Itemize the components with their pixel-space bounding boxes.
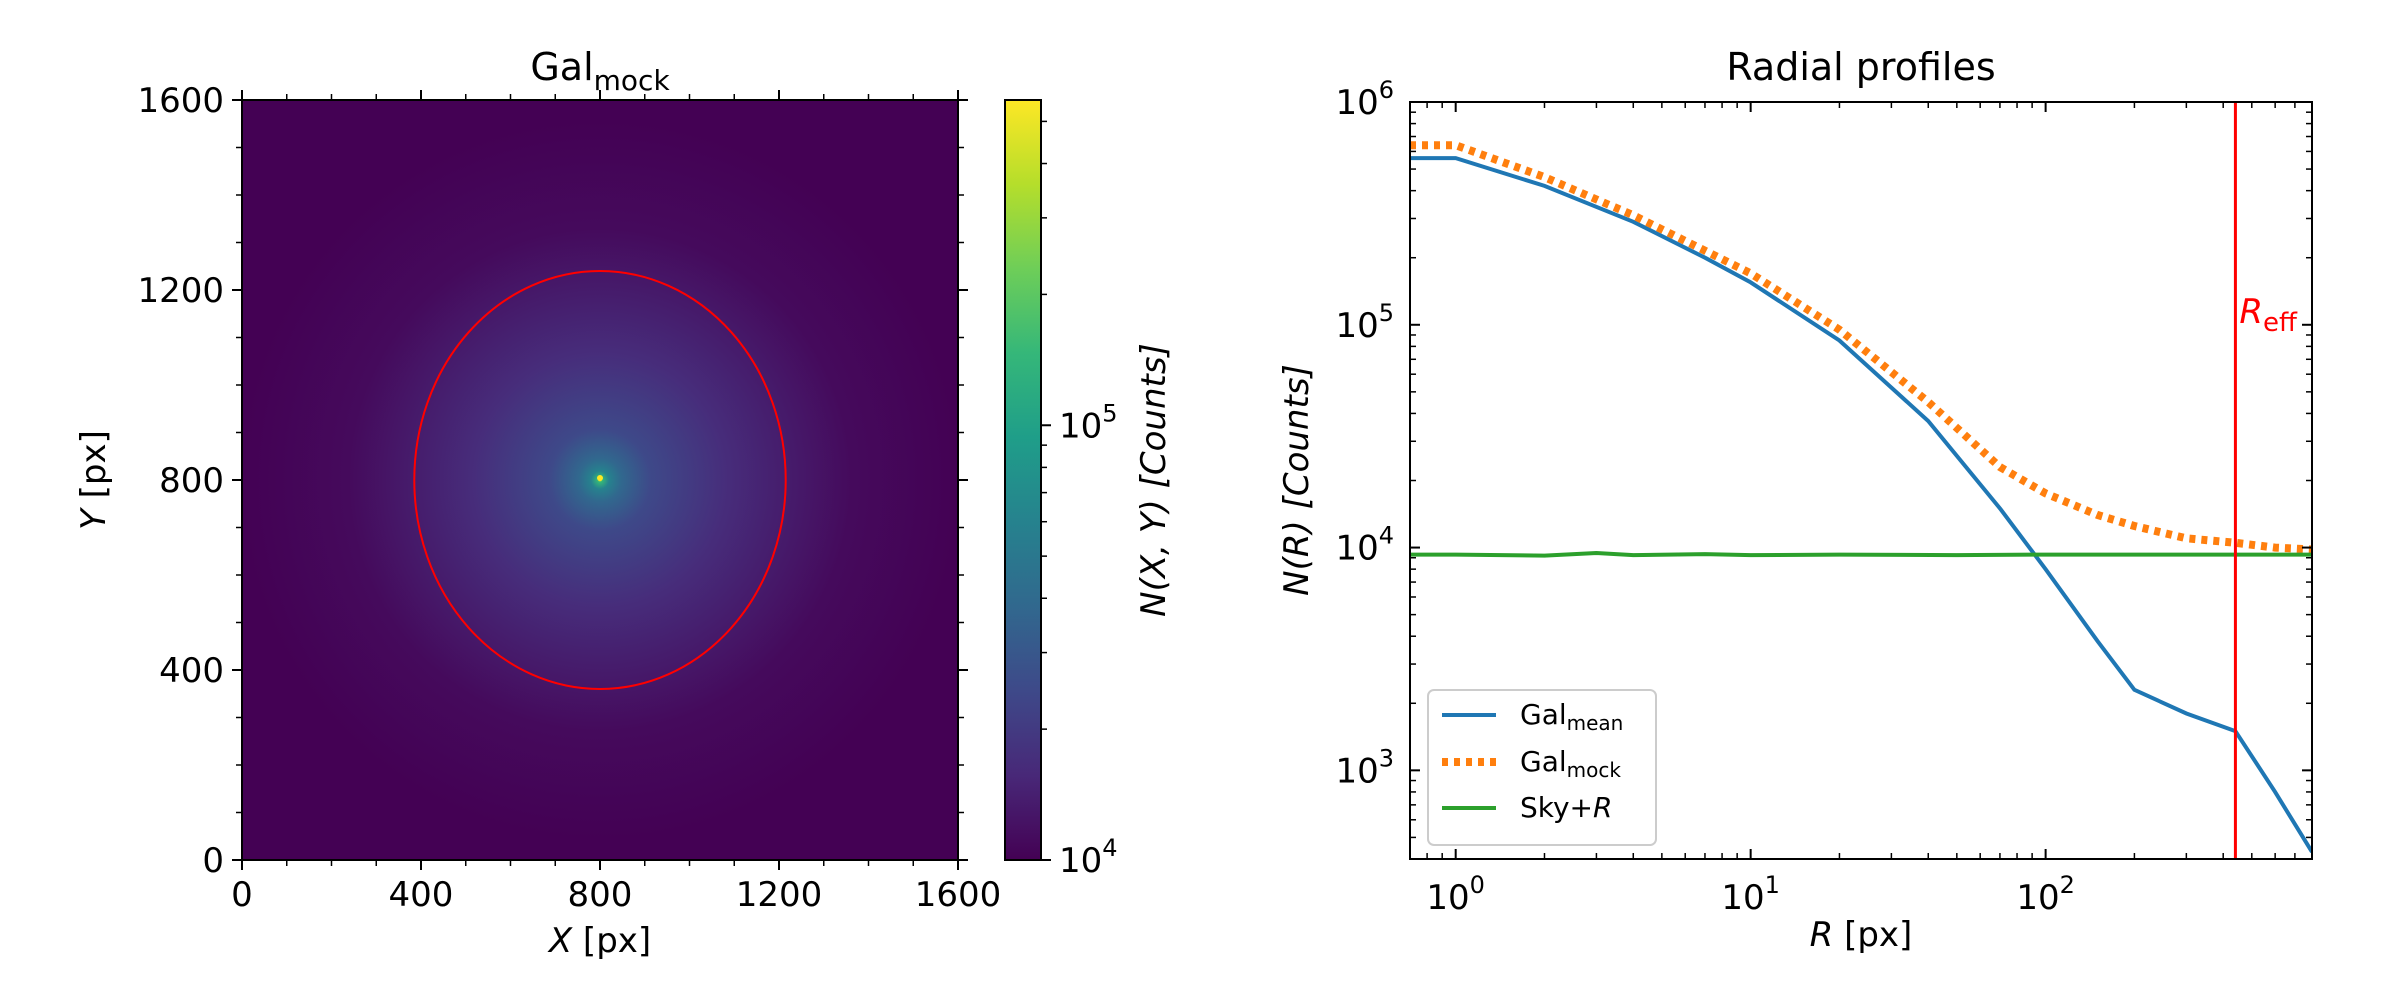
legend-gal-mock-base: Gal <box>1520 745 1567 778</box>
colorbar-label: N(X, Y) [Counts] <box>1134 343 1174 617</box>
colorbar-frame <box>1004 99 1042 861</box>
profiles-y-axis-label: N(R) [Counts] <box>1277 364 1317 596</box>
image-y-axis-var: Y <box>74 507 114 530</box>
image-title: Galmock <box>530 45 670 97</box>
colorbar-tick-label-exp: 4 <box>1102 834 1117 862</box>
profiles-x-axis-label: R [px] <box>1810 915 1913 955</box>
profiles-x-tick-label: 102 <box>2016 871 2075 918</box>
image-x-axis-var: X <box>547 921 573 961</box>
profiles-y-tick-label-exp: 6 <box>1379 76 1394 104</box>
legend-label-gal-mock: Galmock <box>1520 745 1621 782</box>
profiles-x-tick-label-base: 10 <box>1426 878 1469 918</box>
profile-series <box>1410 141 2312 854</box>
colorbar-tick-label-base: 10 <box>1059 841 1102 881</box>
legend-sky-r-base: Sky+ <box>1520 791 1593 824</box>
effective-radius-sub: eff <box>2263 308 2298 338</box>
profiles-y-tick-label: 105 <box>1335 299 1394 346</box>
colorbar-fill <box>1005 100 1041 860</box>
profiles-x-tick-label-base: 10 <box>2016 878 2059 918</box>
profiles-y-tick-label: 103 <box>1335 744 1394 791</box>
galaxy-image-panel: Galmock 0 400 800 1200 1600 0 400 800 1200 1600 X… <box>74 45 1001 961</box>
legend-gal-mean-base: Gal <box>1520 698 1567 731</box>
image-y-tick-label: 800 <box>159 461 224 501</box>
gal-mock-line <box>1410 141 2312 554</box>
image-x-tick-label: 400 <box>389 875 454 915</box>
colorbar-tick-label: 104 <box>1059 834 1118 881</box>
image-x-tick-label: 800 <box>568 875 633 915</box>
profiles-y-tick-label-exp: 3 <box>1379 744 1394 772</box>
image-y-axis-label: Y [px] <box>74 430 114 530</box>
image-title-sub: mock <box>594 64 671 97</box>
profiles-y-tick-label-exp: 4 <box>1379 522 1394 550</box>
effective-radius-label: Reff <box>2239 292 2298 338</box>
profiles-y-tick-label-base: 10 <box>1335 83 1378 123</box>
effective-radius-var: R <box>2239 292 2263 332</box>
profiles-x-tick-label-exp: 0 <box>1470 871 1485 899</box>
image-y-tick-label: 400 <box>159 651 224 691</box>
image-x-axis-unit: [px] <box>572 921 651 961</box>
legend-gal-mean-sub: mean <box>1567 711 1624 735</box>
image-x-tick-label: 0 <box>231 875 253 915</box>
profiles-x-tick-label-exp: 1 <box>1765 871 1780 899</box>
profiles-y-tick-label: 104 <box>1335 522 1394 569</box>
image-y-axis-unit: [px] <box>74 430 114 509</box>
image-title-base: Gal <box>530 45 593 89</box>
legend-label-sky-r: Sky+R <box>1520 791 1613 824</box>
profiles-y-tick-label-base: 10 <box>1335 751 1378 791</box>
legend-label-gal-mean: Galmean <box>1520 698 1623 735</box>
image-y-tick-label: 0 <box>202 841 224 881</box>
profiles-x-tick-label-exp: 2 <box>2060 871 2075 899</box>
profiles-x-axis-var: R <box>1810 915 1834 955</box>
radial-profiles-panel: Radial profiles Reff 100 101 1021031041051… <box>1277 45 2313 955</box>
profiles-x-axis-unit: [px] <box>1833 915 1912 955</box>
effective-radius-ellipse <box>413 270 787 690</box>
profiles-x-tick-label: 100 <box>1426 871 1485 918</box>
legend-sky-r-var: R <box>1593 791 1612 824</box>
image-x-axis-label: X [px] <box>547 921 651 961</box>
profiles-x-tick-label: 101 <box>1721 871 1780 918</box>
image-x-tick-label: 1200 <box>736 875 823 915</box>
colorbar-tick-label-base: 10 <box>1059 406 1102 446</box>
legend-gal-mock-sub: mock <box>1567 758 1622 782</box>
image-axis-ticks: 0 400 800 1200 1600 0 400 800 1200 1600 <box>137 81 1001 915</box>
sky-r-line <box>1410 550 2312 558</box>
profiles-y-tick-label-base: 10 <box>1335 529 1378 569</box>
galaxy-center-pixel <box>597 475 603 481</box>
profiles-title: Radial profiles <box>1726 45 1995 89</box>
image-y-tick-label: 1600 <box>137 81 224 121</box>
profiles-y-tick-label: 106 <box>1335 76 1394 123</box>
profiles-x-tick-label-base: 10 <box>1721 878 1764 918</box>
colorbar-tick-label-exp: 5 <box>1102 399 1117 427</box>
image-y-tick-label: 1200 <box>137 271 224 311</box>
image-x-tick-label: 1600 <box>915 875 1002 915</box>
colorbar-tick-label: 105 <box>1059 399 1118 446</box>
profiles-y-tick-label-base: 10 <box>1335 306 1378 346</box>
profiles-y-tick-label-exp: 5 <box>1379 299 1394 327</box>
legend: Galmean Galmock Sky+R <box>1427 689 1657 846</box>
gal-mean-line <box>1410 156 2312 854</box>
